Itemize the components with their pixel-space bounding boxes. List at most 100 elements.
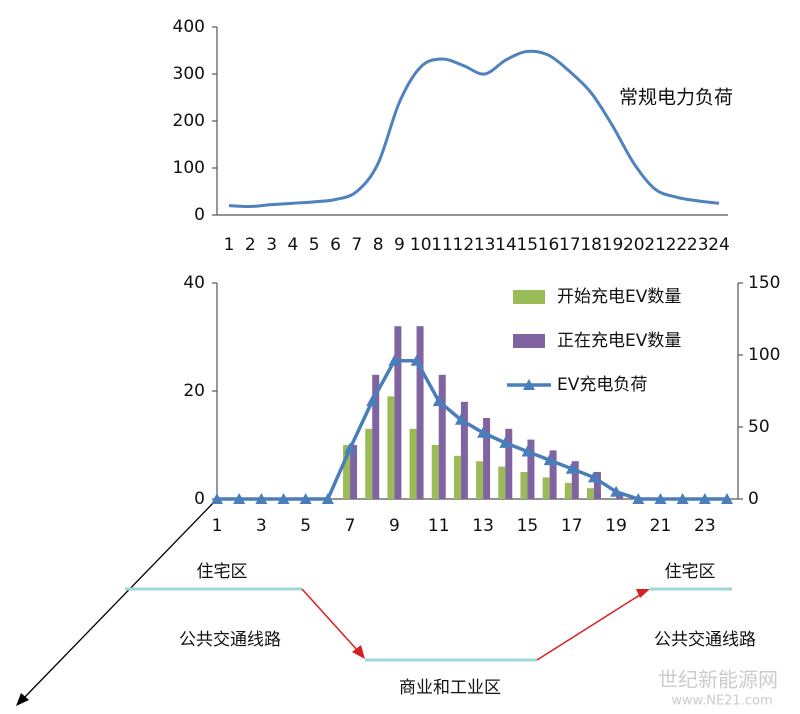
bar — [586, 488, 594, 499]
bar — [453, 455, 461, 499]
line-marker — [698, 493, 711, 504]
line-marker — [277, 493, 290, 504]
x-tick-label: 23 — [687, 235, 709, 255]
diagonal-axis — [21, 498, 218, 701]
y-tick-label: 400 — [173, 17, 205, 37]
line-marker — [477, 426, 490, 438]
bar — [542, 477, 550, 499]
line-marker — [499, 436, 512, 448]
x-tick-label: 17 — [561, 516, 583, 536]
x-tick-label: 17 — [559, 235, 581, 255]
x-tick-label: 13 — [474, 235, 496, 255]
y-tick-label: 300 — [173, 64, 205, 84]
bar — [593, 472, 601, 499]
x-tick-label: 22 — [666, 235, 688, 255]
bar — [372, 374, 380, 499]
line-marker — [632, 493, 645, 504]
x-tick-label: 3 — [266, 235, 277, 255]
line-marker — [587, 471, 600, 483]
route-arrow — [536, 592, 644, 661]
y-tick-label: 100 — [173, 158, 205, 178]
x-tick-label: 13 — [472, 516, 494, 536]
legend-marker — [523, 379, 535, 390]
x-tick-label: 6 — [330, 235, 341, 255]
x-tick-label: 5 — [309, 235, 320, 255]
x-tick-label: 7 — [345, 516, 356, 536]
legend-swatch — [513, 290, 545, 304]
arrow-head — [636, 589, 650, 598]
zone-label: 公共交通线路 — [179, 630, 281, 650]
watermark: 世纪新能源网 — [658, 668, 778, 692]
x-tick-label: 14 — [495, 235, 517, 255]
annotation: 常规电力负荷 — [619, 87, 733, 109]
bar — [483, 418, 491, 499]
route-arrow — [301, 588, 359, 652]
line-marker — [388, 354, 401, 366]
line-marker — [255, 493, 268, 504]
x-tick-label: 15 — [517, 516, 539, 536]
line-marker — [610, 485, 623, 497]
x-tick-label: 9 — [389, 516, 400, 536]
line-marker — [233, 493, 246, 504]
line-marker — [454, 413, 467, 425]
y-tick-label: 200 — [173, 111, 205, 131]
bar — [476, 461, 484, 499]
x-tick-label: 23 — [694, 516, 716, 536]
x-tick-label: 18 — [580, 235, 602, 255]
arrow-head — [16, 693, 29, 706]
legend-swatch — [513, 334, 545, 348]
y2-tick-label: 0 — [748, 489, 759, 509]
bar — [564, 482, 572, 499]
y2-tick-label: 150 — [748, 273, 780, 293]
zone-label: 商业和工业区 — [399, 678, 501, 698]
zone-label: 住宅区 — [665, 562, 716, 582]
bar — [387, 396, 395, 499]
line-marker — [366, 395, 379, 407]
line-marker — [344, 442, 357, 454]
x-tick-label: 19 — [602, 235, 624, 255]
x-tick-label: 1 — [224, 235, 235, 255]
line-marker — [211, 493, 223, 504]
x-tick-label: 4 — [287, 235, 298, 255]
line-marker — [432, 395, 445, 407]
x-tick-label: 11 — [431, 235, 453, 255]
x-tick-label: 11 — [428, 516, 450, 536]
x-tick-label: 10 — [410, 235, 432, 255]
x-tick-label: 7 — [351, 235, 362, 255]
zone-label: 住宅区 — [197, 562, 248, 582]
bar — [343, 445, 351, 499]
bar — [416, 326, 424, 499]
bar — [431, 445, 439, 499]
x-tick-label: 5 — [300, 516, 311, 536]
x-tick-label: 20 — [623, 235, 645, 255]
x-tick-label: 15 — [516, 235, 538, 255]
x-tick-label: 21 — [644, 235, 666, 255]
line-marker — [565, 462, 578, 474]
line-marker — [299, 493, 312, 504]
y2-tick-label: 50 — [748, 417, 770, 437]
x-tick-label: 16 — [538, 235, 560, 255]
ev-load-line — [217, 359, 727, 501]
bar — [409, 428, 417, 499]
x-tick-label: 21 — [650, 516, 672, 536]
load-line — [228, 49, 720, 209]
legend-label: 开始充电EV数量 — [557, 287, 681, 307]
x-tick-label: 12 — [453, 235, 475, 255]
y-tick-label: 20 — [183, 381, 205, 401]
bar — [394, 326, 402, 499]
x-tick-label: 3 — [256, 516, 267, 536]
legend-label: 正在充电EV数量 — [557, 331, 681, 351]
line-marker — [321, 493, 334, 504]
line-marker — [676, 493, 689, 504]
x-tick-label: 2 — [245, 235, 256, 255]
bar — [505, 428, 513, 499]
bar — [498, 466, 506, 499]
bar — [571, 461, 579, 499]
arrow-head — [352, 645, 365, 659]
bar — [460, 401, 468, 499]
y2-tick-label: 100 — [748, 345, 780, 365]
y-tick-label: 0 — [194, 205, 205, 225]
legend-label: EV充电负荷 — [557, 375, 647, 395]
line-marker — [721, 493, 733, 504]
bar — [520, 472, 528, 499]
